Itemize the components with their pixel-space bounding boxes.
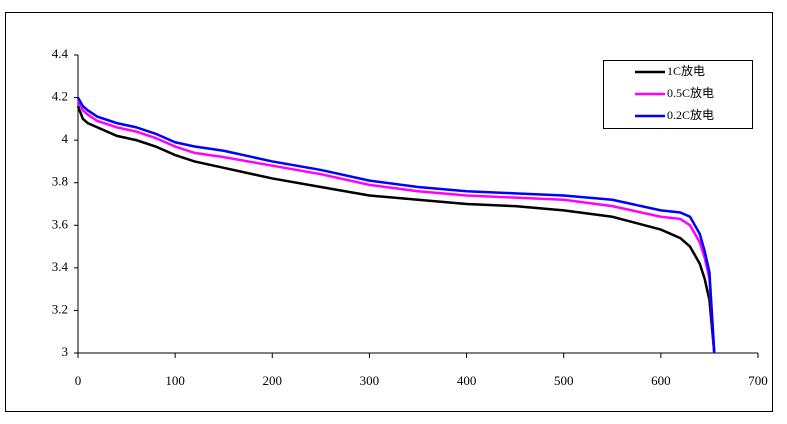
x-tick-label: 500 <box>554 373 574 388</box>
x-tick-label: 300 <box>360 373 380 388</box>
y-tick-label: 3.6 <box>52 216 69 231</box>
y-tick-label: 3 <box>62 344 69 359</box>
y-tick-label: 4.4 <box>52 46 69 61</box>
x-tick-label: 200 <box>263 373 283 388</box>
legend-label: 0.5C放电 <box>667 85 714 100</box>
x-tick-label: 400 <box>457 373 477 388</box>
series-line <box>76 105 716 354</box>
y-tick-label: 4.2 <box>52 89 68 104</box>
series-line <box>76 99 716 354</box>
chart-frame <box>5 12 773 412</box>
x-tick-label: 100 <box>165 373 185 388</box>
legend-box <box>603 60 753 129</box>
x-tick-label: 600 <box>651 373 671 388</box>
x-tick-label: 0 <box>75 373 82 388</box>
y-tick-label: 4 <box>62 131 69 146</box>
y-tick-label: 3.2 <box>52 301 68 316</box>
legend-label: 0.2C放电 <box>667 107 714 122</box>
y-tick-label: 3.8 <box>52 174 68 189</box>
x-tick-label: 700 <box>748 373 768 388</box>
series-line <box>76 96 716 354</box>
y-tick-label: 3.4 <box>52 259 69 274</box>
legend-label: 1C放电 <box>667 63 705 78</box>
